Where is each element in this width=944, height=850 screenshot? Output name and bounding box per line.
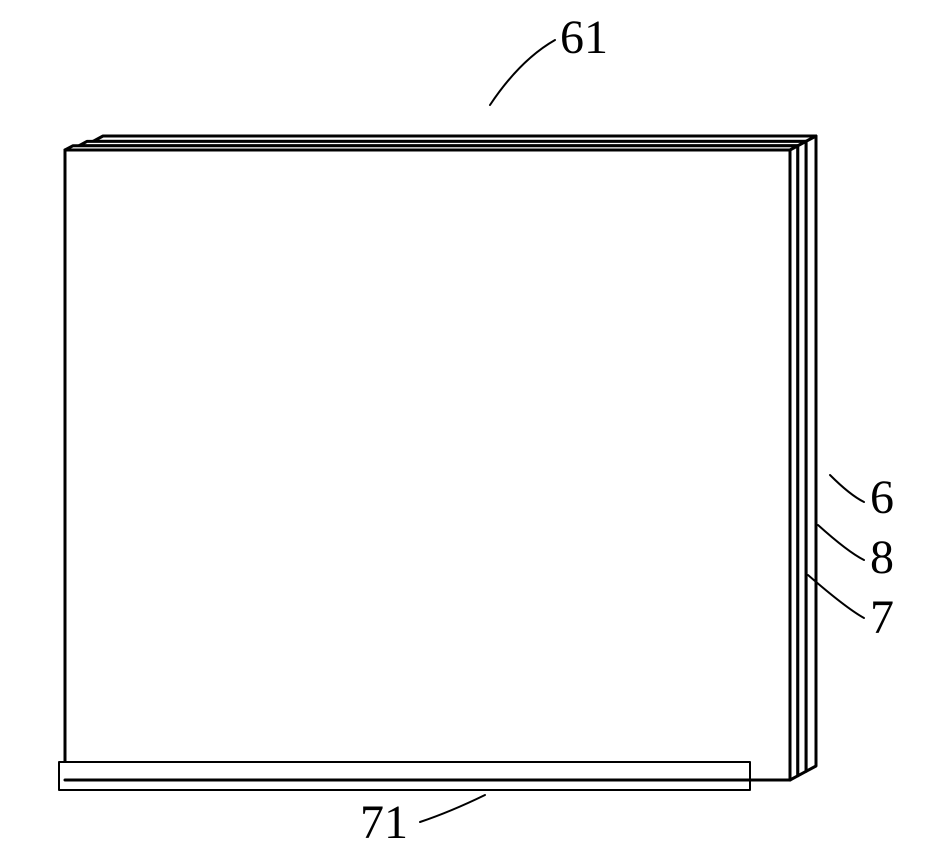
label-8: 8 [870, 530, 894, 585]
label-7: 7 [870, 590, 894, 645]
label-71: 71 [360, 795, 408, 850]
label-6: 6 [870, 470, 894, 525]
label-61: 61 [560, 10, 608, 65]
